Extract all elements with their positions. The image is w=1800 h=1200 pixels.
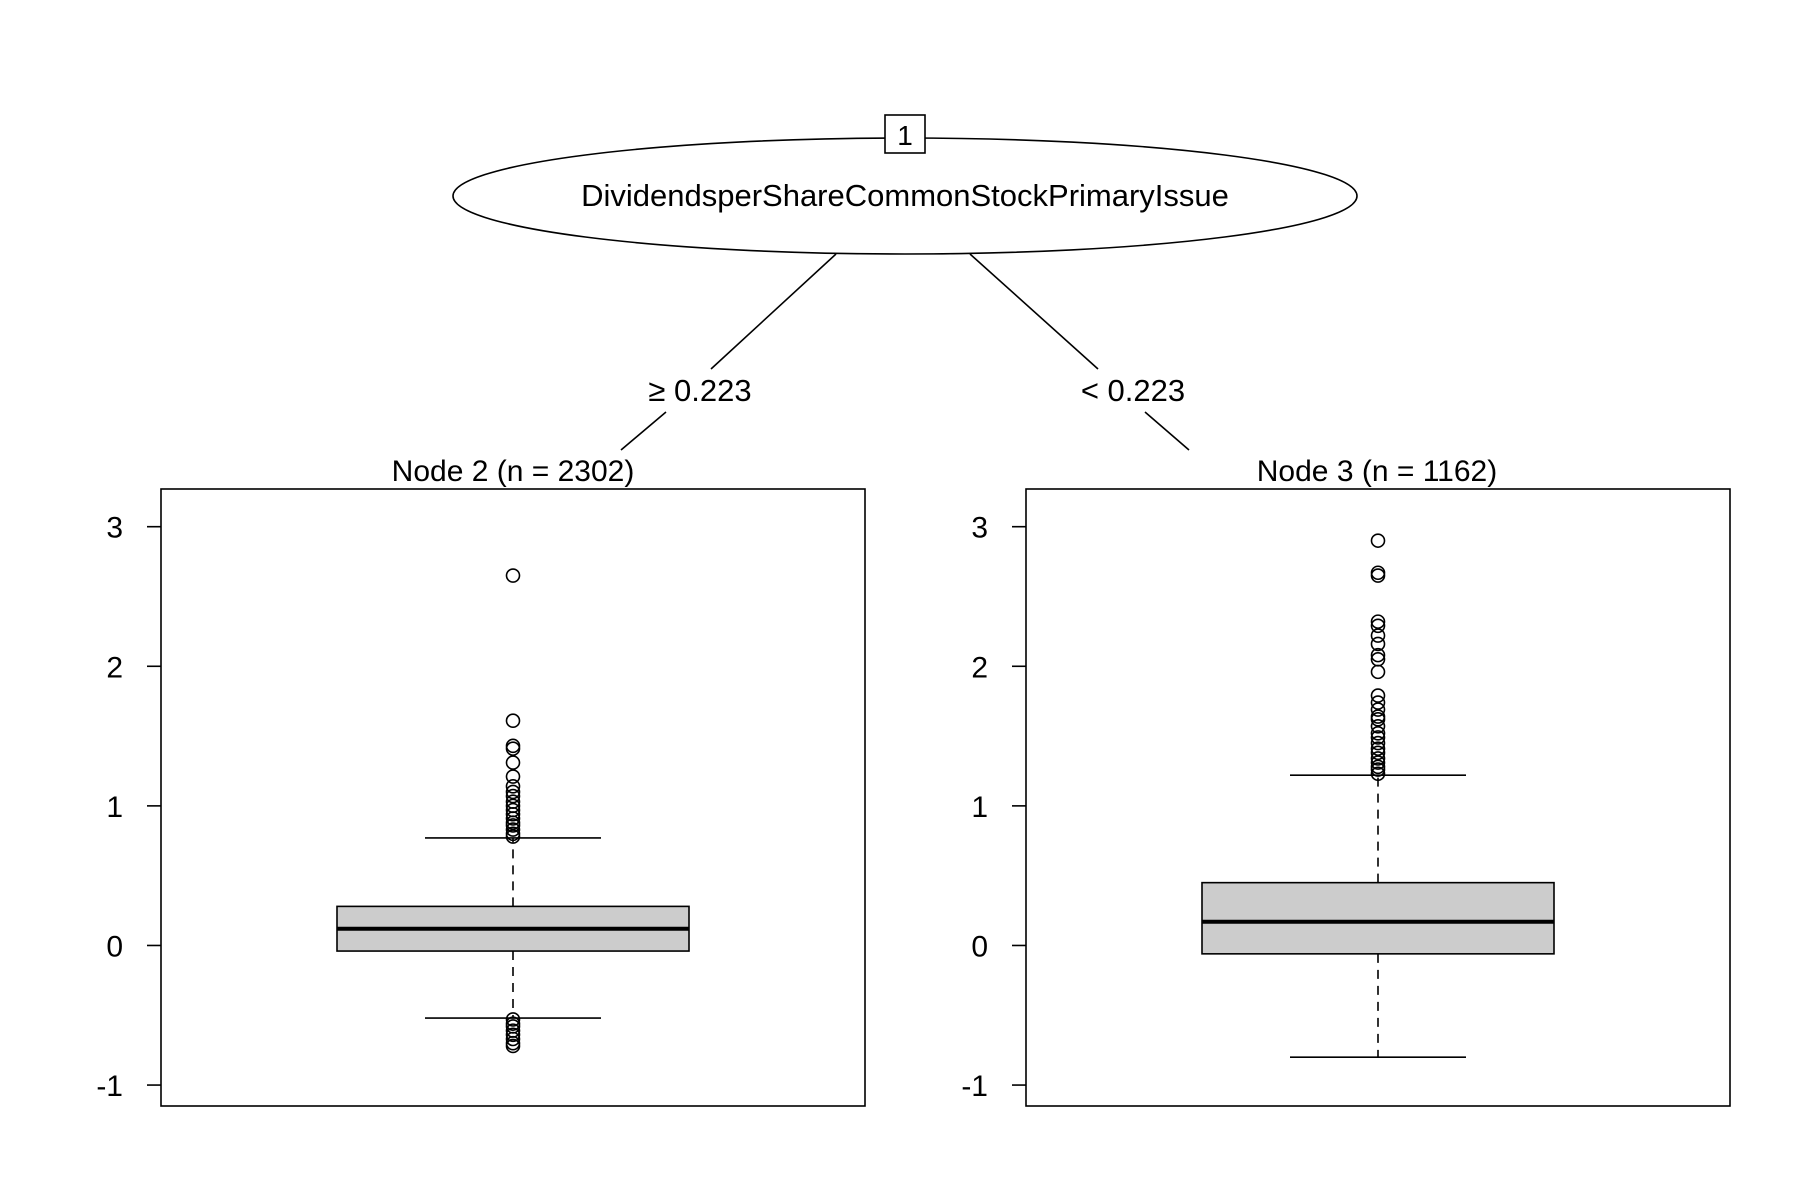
outlier-point [1370,766,1386,782]
y-tick-label: -1 [961,1070,988,1103]
y-tick-label: 1 [106,791,123,824]
outlier-point [505,779,521,794]
outlier-point [505,738,521,754]
outlier-point [1370,745,1386,761]
outlier-point [505,822,521,837]
box-iqr [1201,881,1555,955]
outlier-point [505,829,521,844]
outlier-point [505,818,521,833]
y-tick-label: 3 [971,512,988,545]
outlier-point [505,568,521,583]
panel-title-node3: Node 3 (n = 1162) [1257,455,1497,488]
root-node-id: 1 [897,120,913,151]
outlier-point [1370,568,1386,583]
y-tick-label: 2 [971,651,988,684]
y-tick-label: -1 [96,1070,123,1103]
outlier-point [1370,730,1386,745]
outlier-point [1370,719,1386,734]
boxplot-panel-node2: -1 0 1 2 3 [96,512,690,1103]
outlier-point [1370,636,1386,652]
outlier-point [1370,702,1386,717]
y-tick-label: 3 [106,512,123,545]
edge-right-line-bottom [1144,411,1190,451]
outlier-point [505,1012,521,1027]
outlier-point [1370,755,1386,770]
y-tick-label: 2 [106,651,123,684]
outlier-point [505,741,521,756]
outlier-point [1370,735,1386,751]
outlier-point [1370,688,1386,703]
outlier-point [505,806,521,822]
outlier-point [505,784,521,800]
panel-title-node2: Node 2 (n = 2302) [392,455,635,488]
outlier-point [1370,741,1386,756]
outlier-point [1370,664,1386,680]
outlier-point [505,1027,521,1043]
edge-label-right: < 0.223 [1081,373,1185,408]
root-split-variable: DividendsperShareCommonStockPrimaryIssue [581,178,1229,213]
outlier-point [505,713,521,729]
outlier-point [1370,751,1386,766]
outlier-point [505,1031,521,1047]
y-tick-label: 0 [971,930,988,963]
outlier-point [505,811,521,826]
outlier-point [505,1038,521,1054]
outlier-point [1370,533,1386,548]
outlier-point [1370,647,1386,663]
edge-left-line-bottom [620,411,667,451]
panel-frame-node2 [160,488,866,1107]
edge-left-line-top [710,253,837,370]
y-tick-label: 1 [971,791,988,824]
outlier-point [505,788,521,804]
outlier-point [1370,614,1386,629]
outlier-point [505,755,521,770]
root-node-id-box [884,114,926,154]
outlier-point [1370,618,1386,634]
outlier-point [1370,565,1386,581]
outlier-point [505,769,521,784]
outlier-point [1370,628,1386,643]
boxplot-panel-node3: -1 0 1 2 3 [961,512,1555,1103]
outlier-point [1370,712,1386,727]
outlier-point [1370,725,1386,741]
outlier-point [1370,762,1386,777]
outlier-point [1370,695,1386,710]
panel-frame-node3 [1025,488,1731,1107]
y-tick-label: 0 [106,930,123,963]
edge-label-left: ≥ 0.223 [648,373,751,408]
edge-right-line-top [969,253,1099,370]
